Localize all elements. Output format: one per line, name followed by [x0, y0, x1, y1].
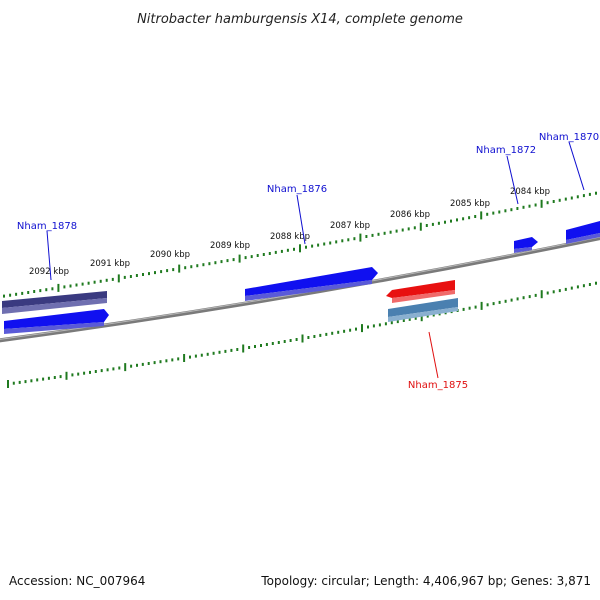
gene-feature-arrow[interactable] — [4, 309, 109, 329]
gene-feature-nham-1878[interactable] — [2, 291, 107, 308]
gene-label[interactable]: Nham_1876 — [267, 184, 327, 195]
gene-label[interactable]: Nham_1872 — [476, 145, 536, 156]
gene-feature-nham-1870[interactable] — [566, 221, 600, 240]
genome-summary-text: Topology: circular; Length: 4,406,967 bp… — [261, 574, 591, 588]
gene-feature-shadow — [245, 280, 372, 301]
scale-label: 2085 kbp — [450, 199, 490, 209]
scale-ticks-outer — [3, 191, 597, 298]
scale-ticks-inner — [7, 281, 597, 388]
scale-label: 2091 kbp — [90, 259, 130, 269]
scale-labels: 2092 kbp 2091 kbp 2090 kbp 2089 kbp 2088… — [29, 187, 550, 277]
gene-feature-nham-1876[interactable] — [245, 267, 378, 296]
leader-nham-1878 — [46, 230, 52, 281]
gene-feature-bar[interactable] — [388, 298, 458, 317]
scale-label: 2086 kbp — [390, 210, 430, 220]
genome-backbone — [0, 235, 600, 343]
accession-text: Accession: NC_007964 — [9, 574, 146, 588]
gene-labels: Nham_1878 Nham_1876 Nham_1872 Nham_1870 … — [17, 132, 599, 391]
gene-label[interactable]: Nham_1875 — [408, 380, 468, 391]
label-leaders — [46, 141, 585, 379]
gene-features — [2, 221, 600, 334]
gene-feature-shadow — [388, 307, 458, 322]
map-title: Nitrobacter hamburgensis X14, complete g… — [137, 12, 463, 27]
scale-label: 2087 kbp — [330, 221, 370, 231]
gene-feature-shadow — [392, 290, 455, 303]
gene-label[interactable]: Nham_1870 — [539, 132, 599, 143]
scale-label: 2090 kbp — [150, 250, 190, 260]
leader-nham-1876 — [296, 194, 306, 245]
leader-nham-1875 — [428, 331, 439, 379]
gene-feature-shadow — [2, 298, 107, 314]
gene-feature-shadow — [566, 233, 600, 244]
scale-label: 2084 kbp — [510, 187, 550, 197]
scale-label: 2088 kbp — [270, 232, 310, 242]
gene-feature-nham-1872[interactable] — [514, 237, 538, 249]
leader-nham-1870 — [568, 141, 585, 191]
leader-nham-1872 — [506, 155, 519, 205]
scale-label: 2089 kbp — [210, 241, 250, 251]
gene-feature-shadow — [514, 247, 532, 253]
gene-label[interactable]: Nham_1878 — [17, 221, 77, 232]
scale-label: 2092 kbp — [29, 267, 69, 277]
gene-feature-nham-1875[interactable] — [386, 280, 455, 298]
gene-feature-shadow — [4, 322, 104, 334]
